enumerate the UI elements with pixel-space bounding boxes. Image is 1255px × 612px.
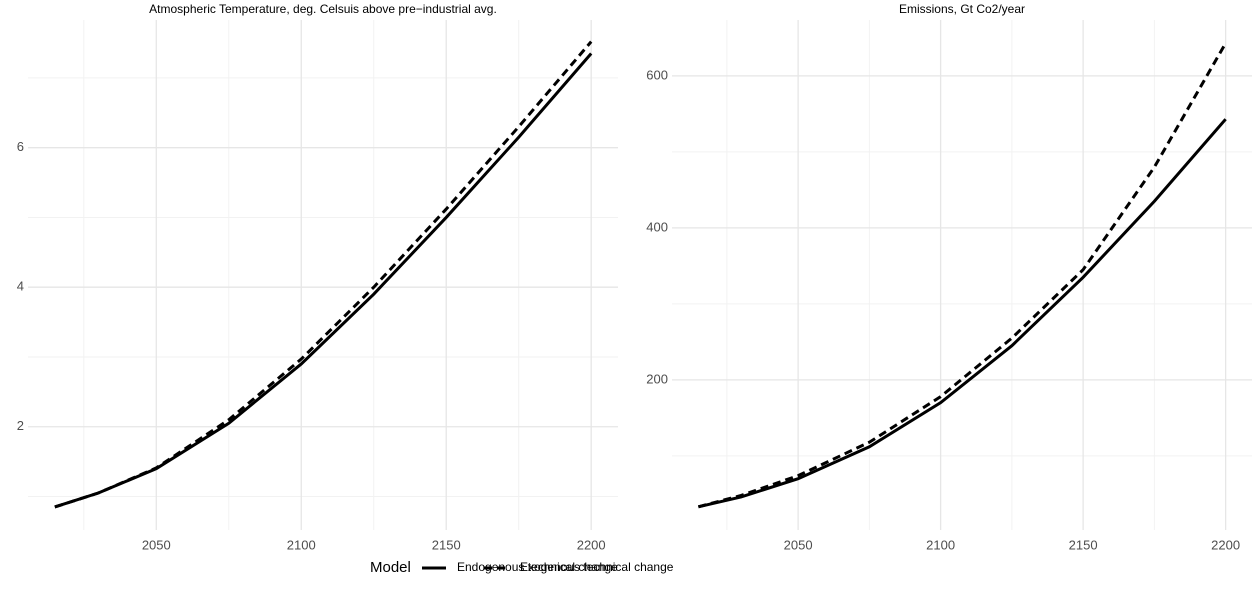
x-tick-label: 2150 — [1069, 537, 1098, 552]
y-tick-label: 200 — [646, 371, 668, 386]
x-tick-label: 2150 — [432, 537, 461, 552]
line-series — [54, 52, 593, 509]
y-tick-label: 6 — [17, 139, 24, 154]
line-series — [54, 40, 593, 509]
panel-title: Emissions, Gt Co2/year — [899, 2, 1025, 16]
x-tick-label: 2050 — [784, 537, 813, 552]
x-tick-label: 2050 — [142, 537, 171, 552]
legend-label: Endogenous technical change — [457, 560, 618, 574]
x-tick-label: 2200 — [577, 537, 606, 552]
legend-label: Exogenous technical change — [520, 560, 674, 574]
y-tick-label: 2 — [17, 418, 24, 433]
y-tick-label: 600 — [646, 67, 668, 82]
x-tick-label: 2100 — [926, 537, 955, 552]
y-tick-label: 4 — [17, 279, 24, 294]
x-tick-label: 2100 — [287, 537, 316, 552]
y-tick-label: 400 — [646, 219, 668, 234]
line-series — [697, 42, 1227, 509]
x-tick-label: 2200 — [1211, 537, 1240, 552]
legend-title: Model — [370, 559, 411, 576]
panel-title: Atmospheric Temperature, deg. Celsuis ab… — [149, 2, 497, 16]
line-series — [698, 118, 1227, 509]
